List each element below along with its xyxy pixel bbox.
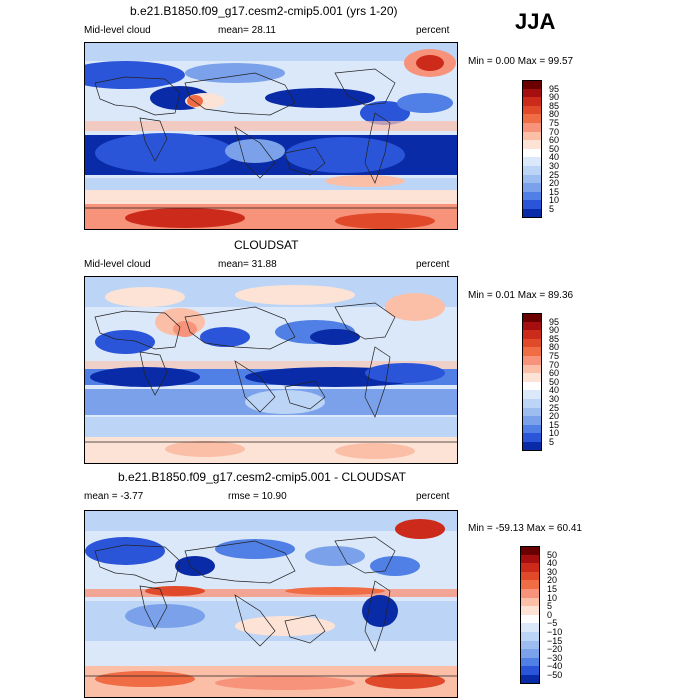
panel1-mean-label: mean= 28.11 [218,25,276,36]
season-label: JJA [515,9,556,34]
panel1-variable-label: Mid-level cloud [84,25,151,36]
colorbar-tick-label: 75 [549,118,560,128]
colorbar-tick-label: 85 [549,100,560,111]
colorbar-tick-label: 60 [549,368,560,379]
colorbar-tick-label: 40 [549,152,560,163]
colorbar-tick-label: 0 [547,609,553,620]
colorbar-tick-label: 30 [547,566,558,577]
panel3-map [84,510,458,698]
colorbar-tick-label: −5 [547,618,558,629]
panel1-units-label: percent [416,25,450,36]
panel1-map-svg [85,43,457,229]
colorbar-tick-label: 85 [549,333,560,344]
colorbar-tick-label: 75 [549,351,560,361]
colorbar-tick-label: 50 [547,549,558,560]
colorbar-tick-label: 5 [549,437,555,447]
colorbar-tick-label: 50 [549,376,560,387]
colorbar-tick-label: 20 [549,411,560,422]
colorbar-tick-label: 15 [549,419,560,430]
panel1-title: b.e21.B1850.f09_g17.cesm2-cmip5.001 (yrs… [130,4,398,18]
colorbar-tick-label: 15 [549,186,560,197]
colorbar-tick-label: 25 [549,402,560,413]
colorbar-tick-label: 40 [549,385,560,396]
colorbar-tick-label: 20 [549,178,560,189]
colorbar-tick-label: 60 [549,135,560,146]
colorbar-tick-label: 70 [549,359,560,370]
colorbar-tick-label: 10 [549,428,560,439]
colorbar-tick-label: 40 [547,558,558,569]
panel1-map [84,42,458,230]
panel2-map-svg [85,277,457,463]
colorbar-tick-label: 80 [549,109,560,120]
panel3-rmse-label: rmse = 10.90 [228,491,287,502]
colorbar-tick-label: 5 [549,204,555,214]
panel3-mean-label: mean = -3.77 [84,491,144,502]
panel3-map-svg [85,511,457,697]
panel3-units-label: percent [416,491,450,502]
colorbar-frame [522,313,542,451]
panel3-minmax: Min = -59.13 Max = 60.41 [468,523,582,534]
colorbar-tick-label: 90 [549,92,560,103]
colorbar-tick-label: 5 [547,601,553,612]
panel2-mean-label: mean= 31.88 [218,259,277,270]
colorbar-frame [520,546,540,684]
colorbar-tick-label: 50 [549,143,560,154]
panel2-variable-label: Mid-level cloud [84,259,151,270]
colorbar-tick-label: 95 [549,83,560,94]
colorbar-tick-label: 95 [549,316,560,327]
panel3-title: b.e21.B1850.f09_g17.cesm2-cmip5.001 - CL… [118,470,406,484]
panel2-title: CLOUDSAT [234,238,299,252]
colorbar-tick-label: −10 [547,627,563,637]
panel2-units-label: percent [416,259,450,270]
colorbar-tick-label: 70 [549,126,560,137]
colorbar-tick-label: −20 [547,644,563,655]
panel1-minmax: Min = 0.00 Max = 99.57 [468,56,574,67]
colorbar-tick-label: −50 [547,670,563,680]
panel2-map [84,276,458,464]
colorbar-tick-label: 80 [549,342,560,353]
panel2-minmax: Min = 0.01 Max = 89.36 [468,290,574,301]
colorbar-tick-label: 30 [549,394,560,404]
colorbar-tick-label: −30 [547,652,563,663]
colorbar-frame [522,80,542,218]
colorbar-tick-label: 30 [549,161,560,171]
colorbar-tick-label: 90 [549,325,560,336]
colorbar-tick-label: 10 [547,592,558,603]
colorbar-tick-label: −40 [547,661,563,672]
colorbar-tick-label: 10 [549,195,560,206]
colorbar-tick-label: 25 [549,169,560,180]
colorbar-tick-label: 15 [547,584,558,594]
colorbar-tick-label: 20 [547,575,558,586]
colorbar-tick-label: −15 [547,635,563,646]
